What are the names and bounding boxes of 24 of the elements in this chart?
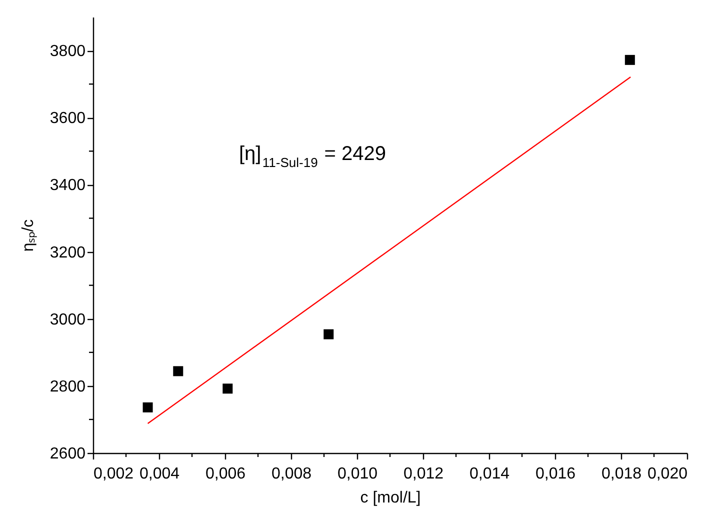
- point: [624, 54, 635, 65]
- y-tick-label: 3000: [50, 311, 86, 328]
- x-tick-label: 0,004: [139, 466, 180, 482]
- point: [324, 329, 334, 340]
- x-tick-label: 0,014: [469, 466, 510, 482]
- x-tick-label: 0,016: [535, 466, 576, 482]
- x-tick-label: 0,020: [647, 466, 688, 482]
- y-axis-title: ηₛₚ/c: [20, 219, 37, 252]
- y-tick-label: 3400: [50, 177, 86, 194]
- y-tick-label: 2600: [50, 446, 86, 462]
- x-tick-label: 0,010: [337, 466, 378, 482]
- x-tick-label: 0,012: [403, 466, 444, 482]
- point: [142, 402, 153, 412]
- y-tick-label: 3800: [50, 43, 86, 60]
- x-tick-label: 0,008: [271, 466, 312, 482]
- y-tick-label: 3200: [50, 244, 86, 262]
- y-tick-label: 3600: [50, 110, 86, 128]
- point: [222, 384, 233, 394]
- x-tick-label: 0,018: [601, 466, 642, 482]
- x-tick-label: 0,002: [94, 466, 134, 482]
- y-tick-label: 2800: [50, 378, 86, 396]
- point: [173, 366, 184, 376]
- x-tick-label: 0,006: [205, 466, 246, 482]
- x-axis-title: c [mol/L]: [360, 490, 421, 506]
